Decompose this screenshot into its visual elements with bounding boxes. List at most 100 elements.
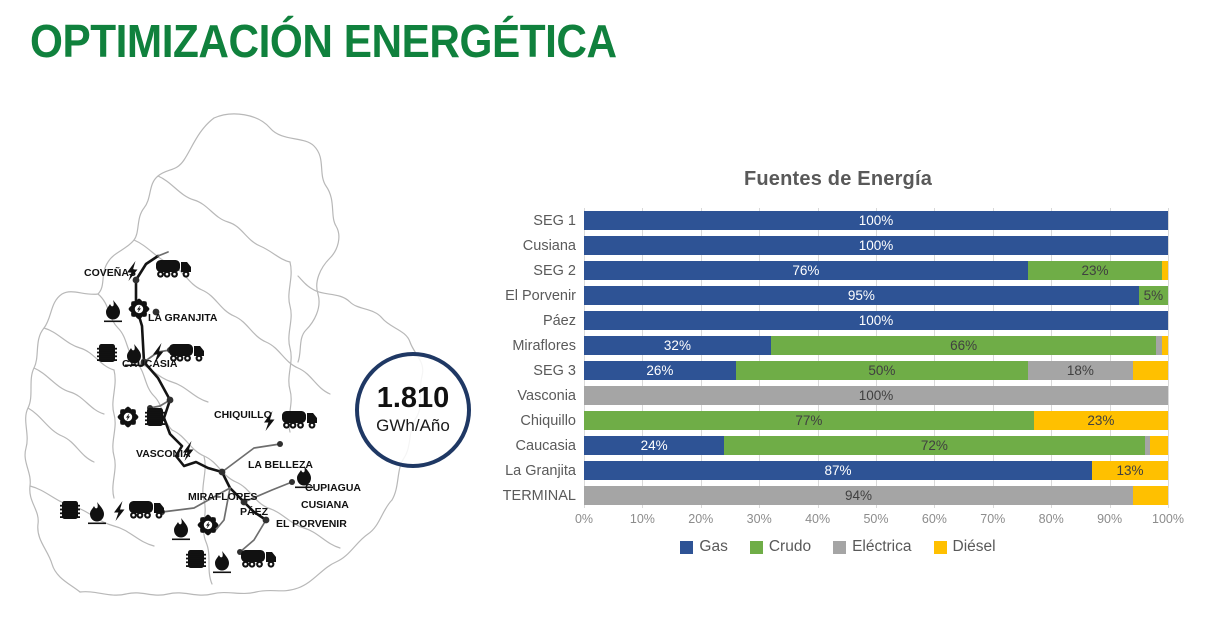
bar-segment[interactable]: 76% bbox=[584, 261, 1028, 280]
legend-item-eléctrica[interactable]: Eléctrica bbox=[833, 538, 912, 556]
bar-row[interactable]: 95% 5% bbox=[584, 286, 1168, 305]
truck-icon bbox=[156, 260, 191, 278]
bar-segment[interactable]: 77% bbox=[584, 411, 1034, 430]
map-outlines bbox=[24, 113, 424, 596]
bar-row[interactable]: 77% 23% bbox=[584, 411, 1168, 430]
bar-row[interactable]: 24% 72% bbox=[584, 436, 1168, 455]
axis-tick: 20% bbox=[688, 512, 714, 526]
colombia-map-svg: COVEÑAS LA GRANJITA CAUCASIA CHIQUILLO VASCO… bbox=[24, 113, 424, 596]
legend-item-crudo[interactable]: Crudo bbox=[749, 538, 811, 556]
gridline bbox=[759, 208, 761, 508]
truck-icon bbox=[169, 344, 204, 362]
bar-value-label: 23% bbox=[1087, 413, 1115, 428]
gridline bbox=[992, 208, 994, 508]
turbine-icon bbox=[128, 298, 150, 320]
bar-segment[interactable] bbox=[1132, 361, 1168, 380]
bar-segment[interactable]: 95% bbox=[584, 286, 1139, 305]
bar-segment[interactable]: 23% bbox=[1027, 261, 1163, 280]
gridline bbox=[817, 208, 819, 508]
category-label: Caucasia bbox=[515, 438, 576, 454]
category-label: SEG 1 bbox=[533, 213, 576, 229]
axis-tick: 90% bbox=[1097, 512, 1123, 526]
category-label: Páez bbox=[542, 313, 576, 329]
legend-swatch bbox=[933, 540, 947, 554]
bar-segment[interactable]: 5% bbox=[1138, 286, 1168, 305]
legend-swatch bbox=[833, 540, 847, 554]
flame-icon bbox=[213, 551, 231, 574]
bar-row[interactable]: 100% bbox=[584, 386, 1168, 405]
bar-segment[interactable]: 94% bbox=[584, 486, 1133, 505]
bar-value-label: 100% bbox=[858, 388, 894, 403]
bar-segment[interactable]: 100% bbox=[584, 211, 1168, 230]
map-panel: COVEÑAS LA GRANJITA CAUCASIA CHIQUILLO VASCO… bbox=[18, 100, 478, 600]
pipeline-branches bbox=[143, 251, 293, 553]
bar-value-label: 72% bbox=[920, 438, 948, 453]
barrel-icon bbox=[60, 501, 80, 519]
bar-row[interactable]: 76% 23% bbox=[584, 261, 1168, 280]
bar-value-label: 18% bbox=[1066, 363, 1094, 378]
turbine-icon bbox=[117, 406, 139, 428]
category-label: Miraflores bbox=[512, 338, 576, 354]
category-label: Vasconia bbox=[517, 388, 576, 404]
map-label: CUSIANA bbox=[301, 499, 349, 511]
category-label: Cusiana bbox=[522, 238, 576, 254]
map-label: LA BELLEZA bbox=[248, 459, 313, 471]
truck-icon bbox=[282, 411, 317, 429]
gridline bbox=[642, 208, 644, 508]
barrel-icon bbox=[145, 408, 165, 426]
bar-segment[interactable]: 66% bbox=[770, 336, 1157, 355]
bar-value-label: 32% bbox=[663, 338, 691, 353]
category-label: SEG 3 bbox=[533, 363, 576, 379]
pipeline-network bbox=[134, 254, 268, 522]
bar-row[interactable]: 87% 13% bbox=[584, 461, 1168, 480]
bar-segment[interactable]: 13% bbox=[1092, 461, 1168, 480]
bar-segment[interactable]: 50% bbox=[735, 361, 1028, 380]
axis-tick: 10% bbox=[629, 512, 655, 526]
flame-icon bbox=[88, 502, 106, 525]
gridline bbox=[584, 208, 585, 508]
bar-segment[interactable] bbox=[1144, 436, 1151, 455]
bar-segment[interactable]: 18% bbox=[1027, 361, 1133, 380]
bar-segment[interactable] bbox=[1156, 336, 1163, 355]
kpi-unit: GWh/Año bbox=[376, 415, 450, 435]
bar-value-label: 24% bbox=[640, 438, 668, 453]
chart-title: Fuentes de Energía bbox=[743, 168, 933, 190]
flame-icon bbox=[104, 300, 122, 323]
bar-value-label: 50% bbox=[868, 363, 896, 378]
bar-row[interactable]: 94% bbox=[584, 486, 1168, 505]
bar-value-label: 5% bbox=[1143, 288, 1164, 303]
bar-segment[interactable] bbox=[1162, 261, 1168, 280]
bar-segment[interactable]: 26% bbox=[584, 361, 736, 380]
bar-segment[interactable]: 32% bbox=[584, 336, 771, 355]
legend-item-diésel[interactable]: Diésel bbox=[933, 538, 996, 556]
axis-tick: 50% bbox=[863, 512, 889, 526]
bar-row[interactable]: 100% bbox=[584, 311, 1168, 330]
bolt-icon bbox=[127, 261, 138, 281]
bar-segment[interactable]: 100% bbox=[584, 386, 1168, 405]
bar-row[interactable]: 26% 50% 18% bbox=[584, 361, 1168, 380]
bar-value-label: 23% bbox=[1081, 263, 1109, 278]
bar-row[interactable]: 100% bbox=[584, 211, 1168, 230]
axis-tick: 80% bbox=[1038, 512, 1064, 526]
gridline bbox=[876, 208, 877, 508]
bar-value-label: 95% bbox=[847, 288, 875, 303]
bar-segment[interactable]: 72% bbox=[724, 436, 1145, 455]
bar-value-label: 100% bbox=[858, 313, 894, 328]
axis-tick: 40% bbox=[805, 512, 831, 526]
bar-segment[interactable]: 100% bbox=[584, 311, 1168, 330]
bar-segment[interactable]: 24% bbox=[584, 436, 725, 455]
bar-segment[interactable]: 87% bbox=[584, 461, 1093, 480]
bolt-icon bbox=[153, 343, 164, 363]
map-label: LA GRANJITA bbox=[148, 312, 218, 324]
map-label-layer: COVEÑAS LA GRANJITA CAUCASIA CHIQUILLO VASCO… bbox=[84, 266, 361, 530]
bar-row[interactable]: 100% bbox=[584, 236, 1168, 255]
bar-segment[interactable] bbox=[1132, 486, 1168, 505]
kpi-badge: 1.810 GWh/Año bbox=[355, 352, 471, 468]
bar-segment[interactable] bbox=[1162, 336, 1168, 355]
legend-item-gas[interactable]: Gas bbox=[680, 538, 728, 556]
bar-segment[interactable] bbox=[1150, 436, 1168, 455]
axis-tick: 70% bbox=[980, 512, 1006, 526]
bar-row[interactable]: 32% 66% bbox=[584, 336, 1168, 355]
bar-segment[interactable]: 100% bbox=[584, 236, 1168, 255]
bar-segment[interactable]: 23% bbox=[1033, 411, 1168, 430]
